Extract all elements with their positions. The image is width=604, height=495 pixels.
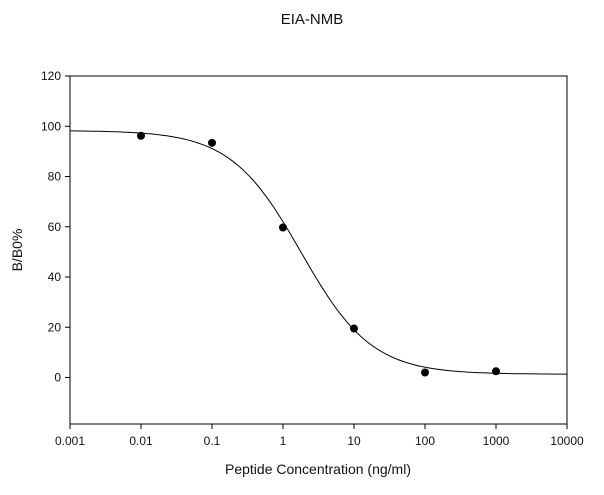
data-point: [421, 368, 429, 377]
y-axis-label: B/B0%: [9, 229, 25, 272]
y-tick-label: 40: [48, 270, 62, 284]
data-points: [137, 131, 500, 377]
x-axis-label: Peptide Concentration (ng/ml): [225, 461, 411, 477]
x-tick-label: 0.001: [55, 434, 85, 448]
data-point: [208, 138, 216, 147]
x-tick-label: 100: [415, 434, 435, 448]
y-tick-label: 80: [48, 170, 62, 184]
data-point: [492, 367, 500, 376]
x-tick-label: 1: [280, 434, 287, 448]
x-tick-label: 0.1: [204, 434, 221, 448]
y-tick-label: 100: [41, 119, 61, 133]
data-point: [350, 324, 358, 333]
y-tick-label: 120: [41, 69, 61, 83]
x-tick-label: 10000: [550, 434, 584, 448]
y-axis: 0 20 40 60 80 100 120: [41, 69, 70, 385]
data-point: [279, 223, 287, 232]
y-tick-label: 0: [54, 371, 61, 385]
plot-frame: [69, 75, 568, 425]
y-tick-label: 60: [48, 220, 62, 234]
y-tick-label: 20: [48, 320, 62, 334]
fit-curve: [70, 130, 567, 375]
chart-title: EIA-NMB: [281, 11, 344, 28]
data-point: [137, 131, 145, 140]
x-tick-label: 0.01: [129, 434, 153, 448]
x-tick-label: 1000: [483, 434, 510, 448]
x-tick-label: 10: [347, 434, 361, 448]
x-axis: 0.001 0.01 0.1 1 10 100 1000 10000: [55, 424, 584, 448]
